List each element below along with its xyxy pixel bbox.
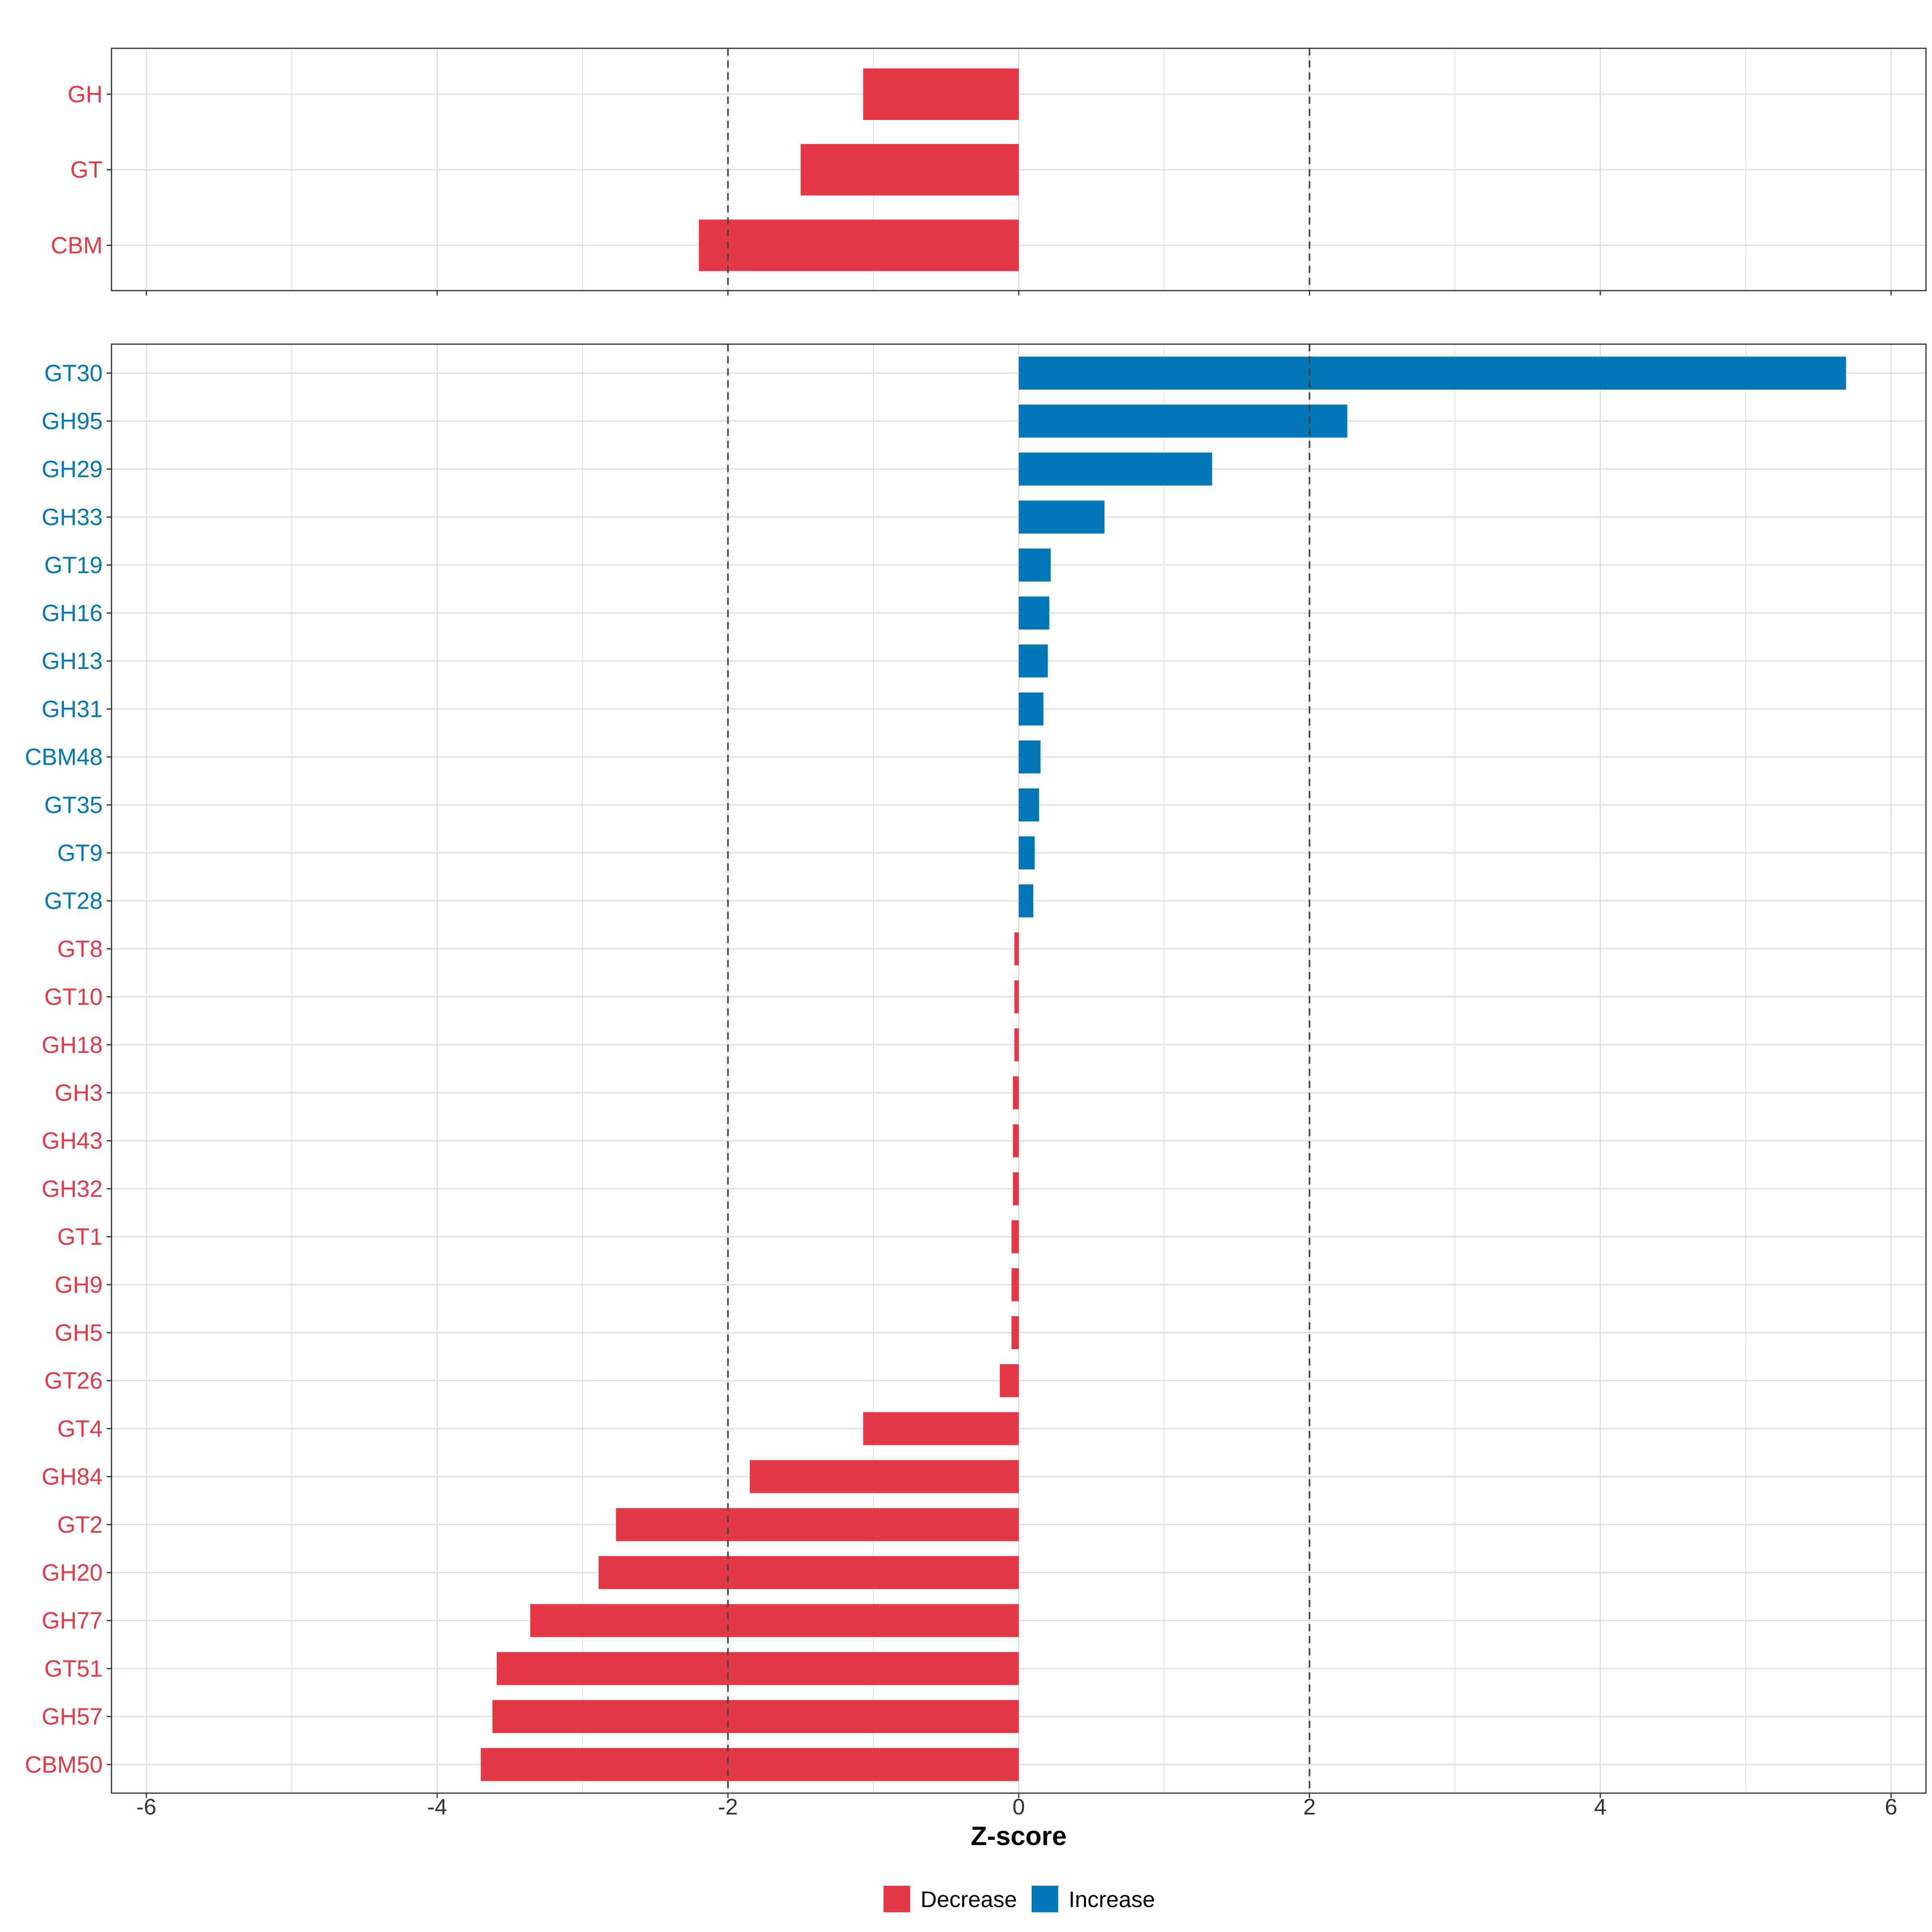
category-label: GT30 <box>44 360 103 386</box>
legend-swatch-decrease <box>883 1886 910 1912</box>
bar-gt28 <box>1019 884 1034 918</box>
category-label: GH20 <box>41 1560 103 1586</box>
bar-gt19 <box>1019 548 1051 582</box>
category-label: GT4 <box>57 1416 103 1442</box>
category-label: GH77 <box>41 1608 103 1634</box>
category-label: GH16 <box>41 600 103 626</box>
category-label: GT <box>70 157 103 183</box>
category-label: GH13 <box>41 648 103 674</box>
category-label: GH9 <box>55 1272 103 1298</box>
bar-gh84 <box>749 1460 1019 1493</box>
panel-class: GH GT CBM <box>51 47 1927 295</box>
bar-gt8 <box>1014 932 1019 966</box>
category-label: CBM50 <box>25 1752 103 1778</box>
x-tick-label: 4 <box>1594 1794 1606 1819</box>
category-label: GT28 <box>44 888 103 914</box>
bar-gh32 <box>1013 1172 1019 1205</box>
bar-gh <box>863 68 1019 120</box>
category-label: GH29 <box>41 456 103 482</box>
bar-gt9 <box>1019 836 1035 869</box>
bar-gh13 <box>1019 644 1048 678</box>
bar-gt2 <box>616 1508 1019 1541</box>
bar-gt10 <box>1014 980 1019 1013</box>
category-label: GT35 <box>44 792 103 818</box>
x-axis-title: Z-score <box>971 1821 1067 1851</box>
bar-gt4 <box>863 1412 1019 1445</box>
category-label: GH95 <box>41 408 103 434</box>
x-tick-label: 2 <box>1303 1794 1316 1819</box>
bar-gh5 <box>1011 1316 1019 1349</box>
bar-gh20 <box>599 1556 1019 1589</box>
bar-gh31 <box>1019 692 1044 726</box>
bar-gt35 <box>1019 788 1039 822</box>
bar-gt1 <box>1011 1220 1019 1253</box>
category-label: GH57 <box>41 1704 103 1730</box>
category-label: GH <box>68 81 103 107</box>
bar-gh29 <box>1019 452 1212 486</box>
bar-cbm <box>699 219 1019 271</box>
bar-gt30 <box>1019 357 1846 390</box>
bar-gt51 <box>497 1652 1019 1685</box>
bar-gt <box>801 144 1019 196</box>
category-label: GT9 <box>57 840 103 866</box>
bar-gh43 <box>1013 1124 1019 1158</box>
legend-swatch-increase <box>1032 1886 1058 1912</box>
category-label: GH33 <box>41 504 103 530</box>
category-label: GT51 <box>44 1655 103 1682</box>
bar-gh77 <box>530 1604 1019 1637</box>
category-label: CBM <box>51 232 103 258</box>
bar-gh9 <box>1011 1268 1019 1301</box>
x-tick-label: -2 <box>718 1794 738 1819</box>
legend: Decrease Increase <box>883 1886 1155 1912</box>
bar-cbm50 <box>481 1748 1019 1781</box>
category-label: GH31 <box>41 696 103 722</box>
x-tick-label: -4 <box>427 1794 447 1819</box>
category-label: GT10 <box>44 984 103 1010</box>
category-label: GH32 <box>41 1176 103 1202</box>
category-label: GH84 <box>41 1464 103 1490</box>
bar-gh57 <box>492 1700 1019 1733</box>
category-label: GH43 <box>41 1128 103 1154</box>
category-label: GT8 <box>57 936 103 962</box>
bar-cbm48 <box>1019 740 1041 774</box>
category-label: GT2 <box>57 1512 103 1538</box>
bar-gt26 <box>1000 1364 1019 1397</box>
category-label: CBM48 <box>25 744 103 770</box>
legend-label-increase: Increase <box>1069 1887 1155 1912</box>
panel-family: GT30 GH95 GH29 GH33 GT19 GH16 GH13 GH31 CBM48 GT3… <box>25 343 1927 1798</box>
bar-gh16 <box>1019 597 1049 630</box>
x-axis: -6 -4 -2 0 2 4 6 <box>136 1794 1897 1819</box>
bar-gh3 <box>1013 1076 1019 1109</box>
legend-label-decrease: Decrease <box>921 1887 1017 1912</box>
x-tick-label: 0 <box>1012 1794 1025 1819</box>
x-tick-label: -6 <box>136 1794 157 1819</box>
category-label: GH5 <box>55 1320 103 1346</box>
bar-gh33 <box>1019 500 1105 534</box>
x-tick-label: 6 <box>1885 1794 1897 1819</box>
category-label: GT26 <box>44 1368 103 1394</box>
category-label: GT19 <box>44 552 103 578</box>
category-label: GH3 <box>55 1080 103 1106</box>
bar-gh95 <box>1019 405 1348 438</box>
category-label: GH18 <box>41 1032 103 1058</box>
category-label: GT1 <box>57 1224 103 1250</box>
bar-gh18 <box>1014 1028 1019 1061</box>
